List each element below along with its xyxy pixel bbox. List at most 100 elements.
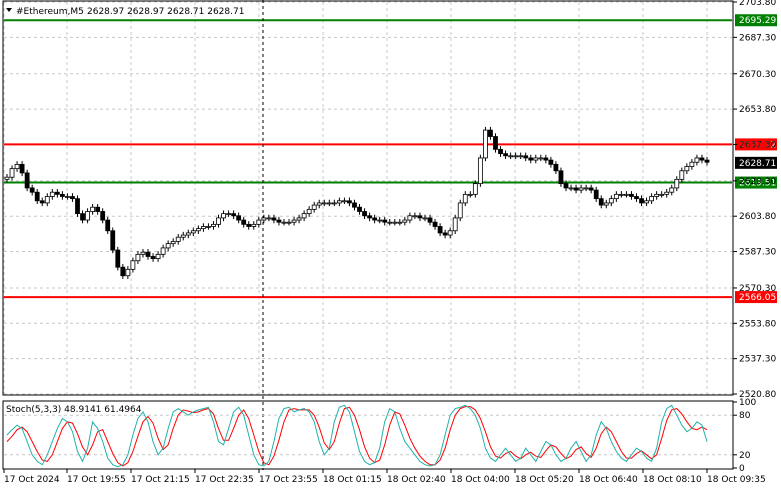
candle-body [347,200,352,204]
candle-body [412,215,418,218]
candle-body [100,211,106,221]
symbol-label: #Ethereum,M5 [16,7,84,17]
candle-body [483,129,488,159]
candle-body [331,202,337,205]
candle-body [699,157,705,161]
candle-body [251,223,257,227]
candle-body [664,191,670,195]
price-tick-label: 2620.30 [739,177,776,187]
main-chart-frame [2,0,734,396]
candle-body [85,211,90,221]
stoch-axis: 100 80 20 0 [733,398,756,474]
candle-body [508,155,513,158]
candle-body [644,200,649,204]
candle-body [649,196,655,202]
candle-body [190,230,196,234]
time-tick-label: 17 Oct 22:35 [195,475,254,485]
candle-body [105,219,111,232]
level-price-tag [735,14,777,27]
candle-body [558,170,564,185]
candle-body [29,187,35,193]
stoch-panel-frame [2,400,734,470]
candle-body [120,266,126,277]
candle-body [95,206,101,212]
candle-body [528,157,534,161]
candle-body [49,191,55,197]
stoch-tick-label: 100 [739,398,756,408]
candle-body [613,193,619,200]
candle-body [211,223,216,227]
time-tick-label: 17 Oct 23:55 [259,475,318,485]
candle-body [9,168,15,178]
candle-body [231,213,237,217]
price-tick-label: 2703.80 [739,0,776,8]
candle-body [573,187,579,191]
candle-body [684,166,690,172]
candle-body [44,196,50,204]
candle-body [357,206,362,212]
price-tick-label: 2537.30 [739,355,776,365]
candle-body [563,183,569,189]
candle-body [477,157,483,185]
candle-body [694,157,700,163]
candle-body [437,226,443,234]
candle-body [659,193,665,196]
candle-body [286,221,292,224]
candle-body [170,241,176,245]
level-price-tag [735,291,777,304]
candle-body [427,217,433,223]
candle-body [266,217,272,220]
candle-body [407,215,413,221]
candle-body [75,198,80,215]
candle-body [326,202,332,205]
candle-body [296,217,302,221]
candle-body [352,202,357,208]
chevron-down-icon[interactable] [6,8,12,12]
candle-body [276,219,282,223]
candle-body [382,219,388,223]
candle-body [518,155,524,158]
candle-body [608,198,614,204]
stoch-label: Stoch(5,3,3) 48.9141 61.4964 [6,405,142,415]
candle-body [634,196,639,200]
candle-body [654,193,660,197]
level-price-tag [735,176,777,189]
candle-body [689,161,695,167]
candle-body [629,193,634,197]
candle-body [185,232,191,236]
candle-body [261,217,267,221]
candle-body [316,202,322,206]
candle-body [377,219,383,222]
candle-body [14,163,20,170]
time-tick-label: 18 Oct 04:00 [451,475,510,485]
candle-body [165,243,171,249]
candle-body [588,187,594,191]
price-axis: 2703.80 2687.30 2670.30 2653.80 2637.30 2620.… [733,0,777,400]
candle-body [442,232,448,236]
candle-body [543,157,549,161]
candle-body [145,251,151,257]
candle-body [387,221,393,224]
current-price-tag-label: 2628.71 [739,159,776,169]
candle-body [679,170,685,180]
time-tick-label: 18 Oct 01:15 [323,475,382,485]
price-tick-label: 2670.30 [739,70,776,80]
horizontal-levels[interactable]: 2695.29 2637.32 2619.51 2566.05 [4,14,777,304]
candle-body [221,213,226,219]
candle-body [321,202,327,205]
candle-body [367,215,372,219]
candle-body [246,223,252,227]
candle-body [488,129,493,137]
price-tick-label: 2587.30 [739,248,776,258]
candle-body [372,217,378,221]
level-price-tag-label: 2566.05 [739,293,776,303]
candle-body [452,217,458,232]
level-price-tag [735,138,777,151]
time-axis: 17 Oct 2024 17 Oct 19:55 17 Oct 21:15 17 Oc… [3,469,766,485]
candle-body [34,191,40,202]
candle-body [65,196,70,198]
candle-body [523,155,529,159]
candle-body [402,219,408,223]
